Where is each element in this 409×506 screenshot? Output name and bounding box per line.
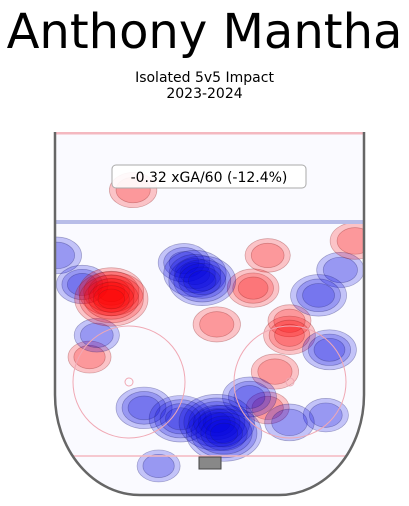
heatmap-contour-24-3 — [92, 277, 130, 306]
subtitle-line-1: Isolated 5v5 Impact — [135, 70, 274, 86]
heatmap-contour-21-0 — [115, 386, 173, 430]
heatmap-contour-22-0 — [163, 250, 227, 298]
heatmap-contour-5-1 — [250, 242, 285, 268]
heatmap-contour-27-2 — [188, 401, 246, 444]
impact-annotation: -0.32 xGA/60 (-12.4%) — [111, 164, 307, 189]
heatmap-contour-24-4 — [97, 281, 126, 303]
heatmap-contour-16-2 — [237, 276, 269, 300]
heatmap-contour-16-1 — [232, 272, 274, 304]
annotation-box — [111, 164, 307, 189]
heatmap-contour-22-3 — [179, 262, 211, 286]
heatmap-contour-14-1 — [163, 247, 205, 279]
heatmap-contour-26-2 — [83, 278, 140, 320]
heatmap-contour-23-3 — [165, 407, 196, 431]
heatmap-contour-25-2 — [178, 262, 227, 299]
faceoff-circle-left — [72, 325, 186, 439]
subtitle-line-2: 2023-2024 — [166, 86, 243, 102]
heatmap-contour-23-0 — [148, 395, 213, 443]
heatmap-contour-3-1 — [142, 453, 175, 478]
heatmap-contour-18-0 — [302, 329, 357, 371]
rink-boards — [53, 132, 366, 497]
heatmap-contour-15-2 — [66, 273, 98, 296]
heatmap-contour-24-1 — [83, 270, 140, 313]
heatmap-contour-26-3 — [88, 281, 135, 317]
heatmap-contour-22-1 — [168, 254, 222, 294]
heatmap-contour-5-0 — [244, 238, 291, 273]
goal-net — [198, 456, 222, 470]
heatmap-contour-20-0 — [290, 274, 347, 317]
heatmap-contour-15-1 — [61, 268, 104, 300]
chart-subtitle: Isolated 5v5 Impact 2023-2024 — [0, 70, 409, 102]
heatmap-contour-25-4 — [188, 270, 217, 292]
heatmap-contour-17-1 — [268, 319, 311, 351]
heatmap-contour-9-0 — [250, 353, 299, 390]
heatmap-contour-11-1 — [55, 241, 76, 270]
heatmap-contour-28-4 — [205, 419, 243, 448]
heatmap-contour-28-2 — [195, 412, 253, 455]
heatmap-contour-1-0 — [67, 340, 112, 374]
heatmap-contour-4-1 — [80, 322, 114, 348]
heatmap-contour-16-0 — [226, 268, 280, 308]
heatmap-contour-28-1 — [190, 408, 258, 459]
heatmap-contour-13-0 — [264, 403, 315, 442]
heatmap-contour-17-0 — [263, 315, 316, 355]
heatmap-contour-24-2 — [88, 274, 135, 310]
heatmap-contour-26-1 — [78, 274, 144, 324]
heatmap-contour-2-1 — [251, 395, 284, 420]
heatmap-contour-28-5 — [210, 422, 239, 444]
heatmap-contour-13-1 — [271, 408, 308, 437]
heatmap-contour-21-1 — [121, 391, 167, 425]
heatmap-contour-28-0 — [185, 404, 263, 462]
heatmap-contour-12-1 — [336, 227, 364, 255]
heatmap-regions — [55, 172, 364, 483]
heatmap-contour-26-4 — [92, 285, 130, 313]
heatmap-contour-2-0 — [245, 391, 290, 425]
heatmap-contour-18-2 — [313, 337, 346, 362]
faceoff-dot-right — [285, 377, 295, 387]
heatmap-contour-21-2 — [127, 395, 161, 421]
heatmap-contour-9-1 — [257, 358, 293, 385]
faceoff-dot-left — [124, 377, 134, 387]
heatmap-contour-25-0 — [168, 255, 237, 306]
heatmap-contour-6-1 — [309, 402, 343, 428]
heatmap-contour-17-2 — [274, 323, 305, 347]
heatmap-contour-10-0 — [316, 251, 364, 288]
heatmap-contour-3-0 — [136, 449, 181, 483]
heatmap-contour-26-0 — [74, 271, 149, 327]
heatmap-contour-27-4 — [197, 408, 236, 437]
heatmap-contour-8-0 — [192, 306, 241, 343]
heatmap-contour-19-0 — [222, 376, 277, 418]
heatmap-contour-23-1 — [154, 399, 207, 439]
heatmap-contour-4-0 — [73, 318, 120, 353]
heatmap-contour-27-0 — [178, 394, 255, 451]
heatmap-contour-6-0 — [302, 397, 349, 433]
heatmap-contour-15-0 — [56, 264, 109, 305]
heatmap-contour-27-5 — [202, 411, 231, 433]
heatmap-contour-27-3 — [193, 404, 241, 441]
heatmap-contour-10-1 — [322, 256, 358, 284]
heatmap-contour-14-0 — [157, 243, 211, 283]
heatmap-contour-27-1 — [183, 397, 251, 448]
heatmap-contour-24-0 — [78, 267, 145, 317]
heatmap-contour-26-5 — [97, 288, 126, 310]
heatmap-contour-25-3 — [183, 266, 222, 296]
heatmap-contour-28-3 — [200, 415, 248, 451]
rink-markings — [55, 132, 364, 457]
heatmap-contour-20-2 — [302, 283, 335, 308]
heatmap-contour-20-1 — [296, 278, 341, 313]
faceoff-circle-right — [233, 325, 347, 439]
heatmap-contour-22-2 — [174, 258, 216, 290]
player-name-title: Anthony Mantha — [6, 4, 403, 60]
heatmap-contour-8-1 — [199, 311, 235, 338]
heatmap-contour-0-0 — [267, 304, 312, 338]
heatmap-contour-19-2 — [233, 385, 266, 409]
annotation-text: -0.32 xGA/60 (-12.4%) — [131, 170, 288, 186]
heatmap-contour-25-1 — [173, 259, 232, 303]
heatmap-contour-11-0 — [55, 236, 82, 275]
heatmap-contour-14-2 — [168, 251, 200, 275]
